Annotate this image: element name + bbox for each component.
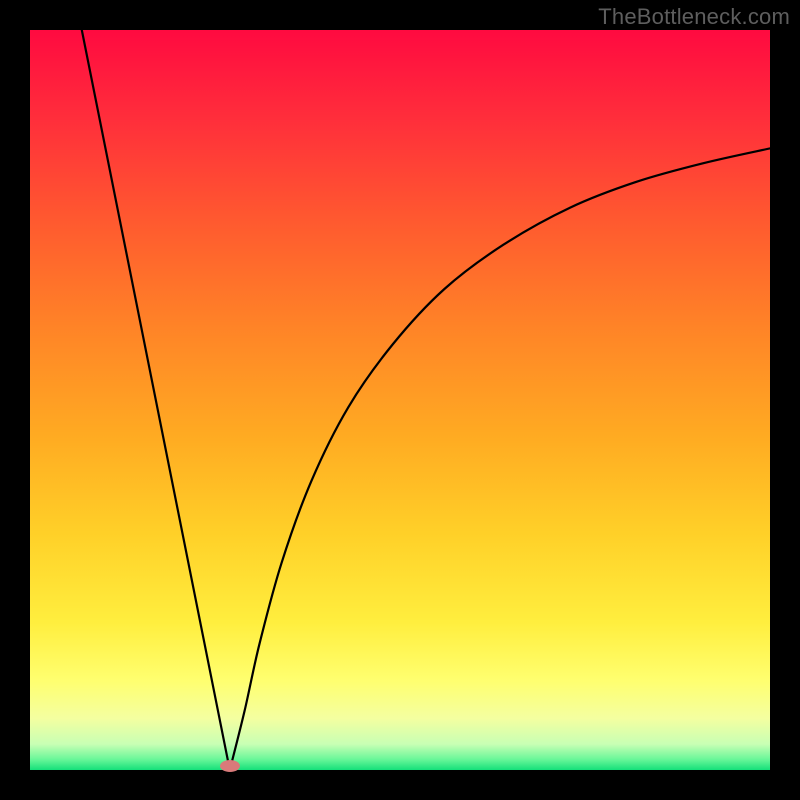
watermark-text: TheBottleneck.com — [598, 4, 790, 30]
plot-area — [30, 30, 770, 770]
minimum-marker — [220, 760, 240, 772]
curve-path — [82, 30, 770, 770]
curve-svg — [30, 30, 770, 770]
chart-container: TheBottleneck.com — [0, 0, 800, 800]
